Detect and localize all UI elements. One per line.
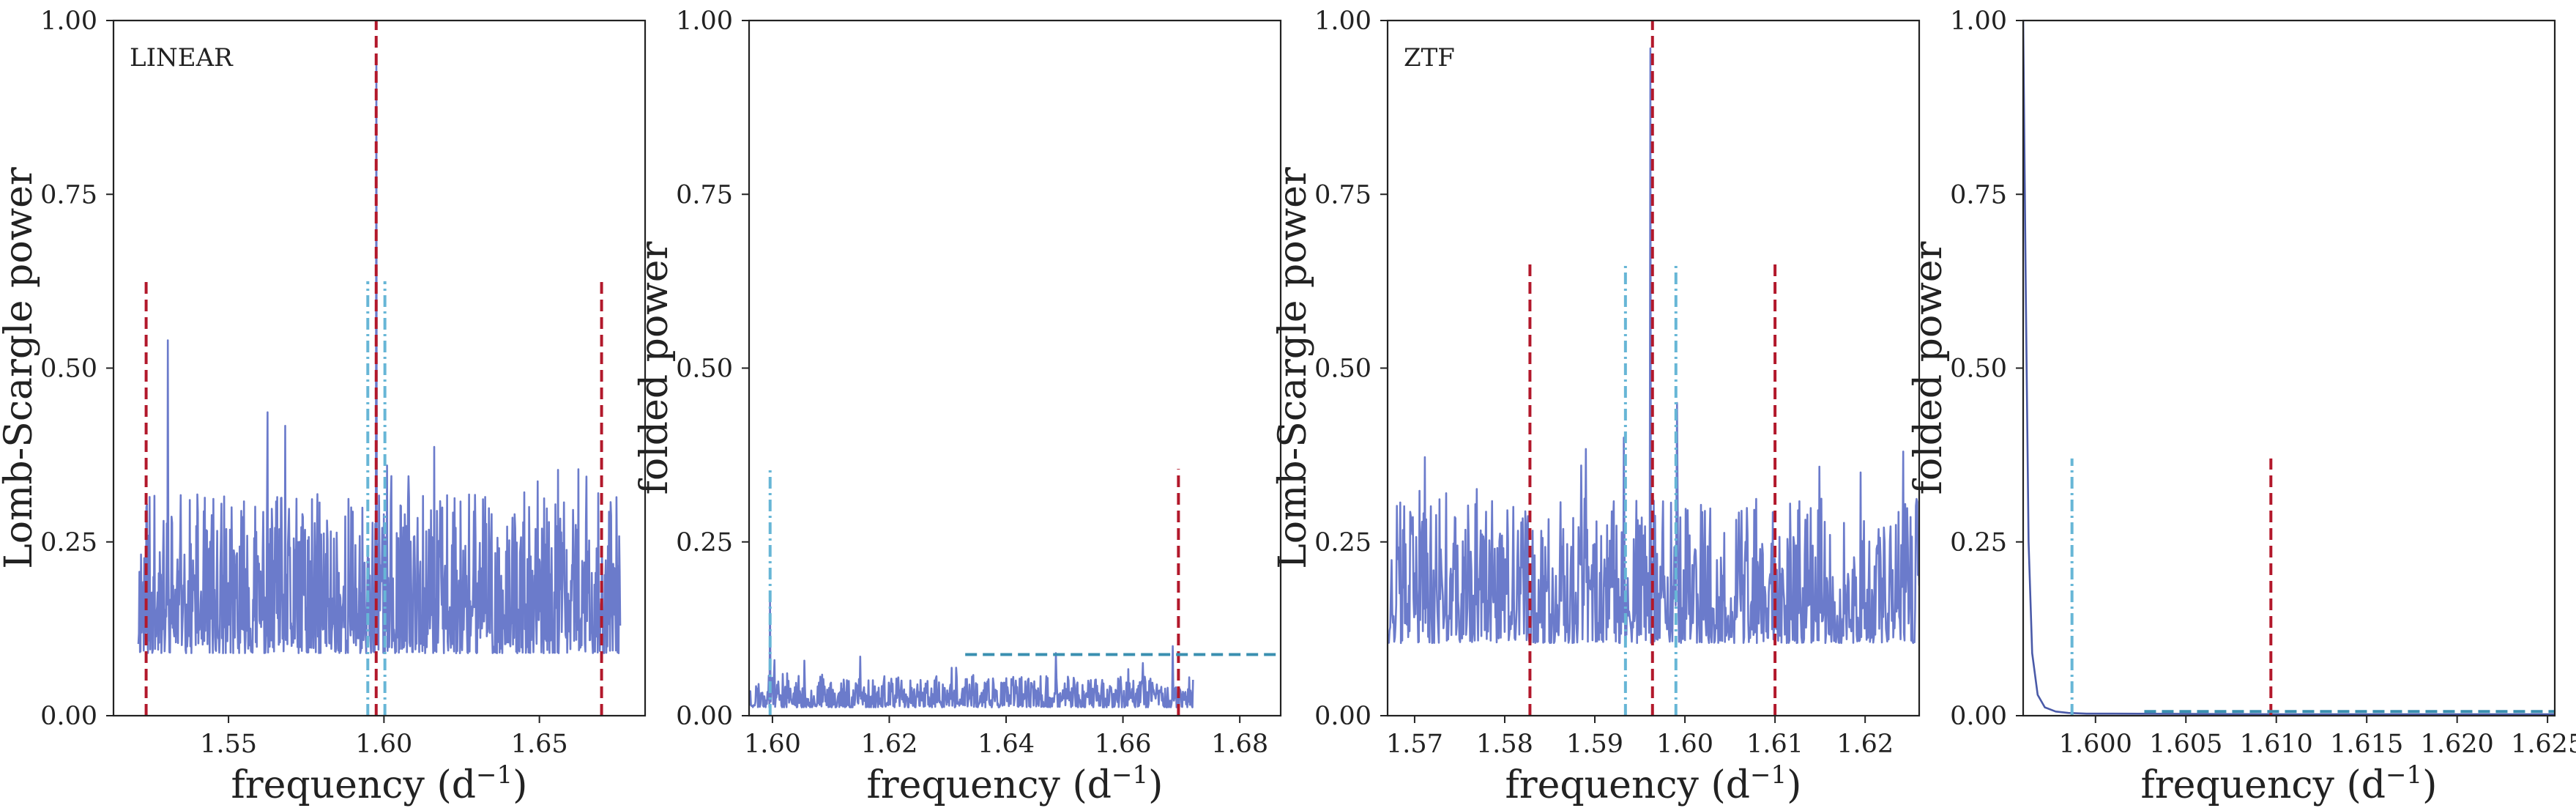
x-tick-label: 1.61 (1746, 730, 1803, 759)
x-axis-label: frequency (d−1) (867, 760, 1164, 807)
y-tick-label: 0.00 (1950, 702, 2007, 731)
panel-2: 1.60 1.62 1.64 1.66 1.68 0.00 0.25 0.50 0.75 1.00… (633, 7, 1282, 807)
x-tick-label: 1.58 (1476, 730, 1533, 759)
panel-4: 1.600 1.605 1.610 1.615 1.620 1.625 0.00 0.25 0.… (1907, 7, 2576, 807)
series-1-line (137, 54, 622, 654)
y-tick-label: 0.50 (676, 355, 733, 384)
series-1-line (749, 600, 1194, 708)
panel-label: ZTF (1404, 43, 1455, 73)
x-tick-label: 1.605 (2149, 730, 2222, 759)
y-tick-label: 0.00 (1314, 702, 1371, 731)
x-tick-label: 1.60 (744, 730, 801, 759)
y-tick-label: 0.25 (1314, 528, 1371, 557)
x-axis-label-close: ) (2422, 763, 2437, 807)
plot-area (1388, 21, 1919, 716)
x-axis-label-text: frequency (d (867, 763, 1112, 807)
y-tick-label: 0.25 (40, 528, 97, 557)
y-tick-label: 0.75 (40, 180, 97, 210)
x-axis-label-superscript: −1 (1112, 760, 1148, 790)
y-tick-label: 0.00 (676, 702, 733, 731)
y-tick-label: 0.75 (1950, 180, 2007, 210)
y-tick-label: 0.75 (1314, 180, 1371, 210)
y-tick-label: 0.50 (1314, 355, 1371, 384)
y-axis-label: Lomb-Scargle power (1271, 167, 1315, 569)
x-axis-label: frequency (d−1) (231, 760, 528, 807)
x-axis-label-superscript: −1 (476, 760, 513, 790)
panel-3: 1.57 1.58 1.59 1.60 1.61 1.62 0.00 0.25 0.50 0.75… (1271, 7, 1921, 807)
y-tick-label: 1.00 (1950, 7, 2007, 36)
x-tick-label: 1.60 (1656, 730, 1713, 759)
x-tick-label: 1.62 (1836, 730, 1894, 759)
y-axis-label: folded power (1907, 241, 1951, 494)
x-axis-label-close: ) (1148, 763, 1163, 807)
y-tick-label: 1.00 (1314, 7, 1371, 36)
y-axis-label: folded power (633, 241, 677, 494)
x-axis-label-text: frequency (d (2141, 763, 2386, 807)
y-tick-label: 0.25 (676, 528, 733, 557)
panel-label: LINEAR (130, 43, 234, 73)
x-tick-label: 1.600 (2059, 730, 2132, 759)
series-1-line (2023, 21, 2555, 716)
x-axis-label: frequency (d−1) (1505, 760, 1802, 807)
x-axis-label-text: frequency (d (1505, 763, 1751, 807)
x-tick-label: 1.66 (1095, 730, 1152, 759)
y-tick-label: 0.75 (676, 180, 733, 210)
x-tick-label: 1.55 (200, 730, 257, 759)
y-tick-label: 0.00 (40, 702, 97, 731)
series-1-line (1388, 47, 1919, 645)
plot-area (2023, 21, 2555, 716)
x-tick-label: 1.610 (2240, 730, 2313, 759)
y-tick-label: 0.50 (40, 355, 97, 384)
x-tick-label: 1.625 (2511, 730, 2576, 759)
x-tick-label: 1.64 (978, 730, 1035, 759)
x-tick-label: 1.60 (355, 730, 412, 759)
y-tick-label: 0.25 (1950, 528, 2007, 557)
y-axis-label: Lomb-Scargle power (0, 167, 41, 569)
plot-area (749, 469, 1281, 716)
x-axis-label-superscript: −1 (1750, 760, 1787, 790)
x-axis-label: frequency (d−1) (2141, 760, 2438, 807)
x-tick-label: 1.59 (1566, 730, 1623, 759)
x-tick-label: 1.68 (1211, 730, 1268, 759)
x-tick-label: 1.57 (1386, 730, 1443, 759)
x-tick-label: 1.62 (861, 730, 918, 759)
x-axis-label-superscript: −1 (2386, 760, 2422, 790)
x-axis-label-close: ) (513, 763, 527, 807)
x-tick-label: 1.615 (2330, 730, 2403, 759)
x-axis-label-close: ) (1787, 763, 1801, 807)
y-tick-label: 1.00 (676, 7, 733, 36)
y-tick-label: 0.50 (1950, 355, 2007, 384)
x-tick-label: 1.65 (511, 730, 568, 759)
y-tick-label: 1.00 (40, 7, 97, 36)
panel-1: 1.55 1.60 1.65 0.00 0.25 0.50 0.75 1.00 frequenc… (0, 7, 647, 807)
plot-area (137, 21, 622, 716)
x-axis-label-text: frequency (d (231, 763, 477, 807)
x-tick-label: 1.620 (2421, 730, 2494, 759)
